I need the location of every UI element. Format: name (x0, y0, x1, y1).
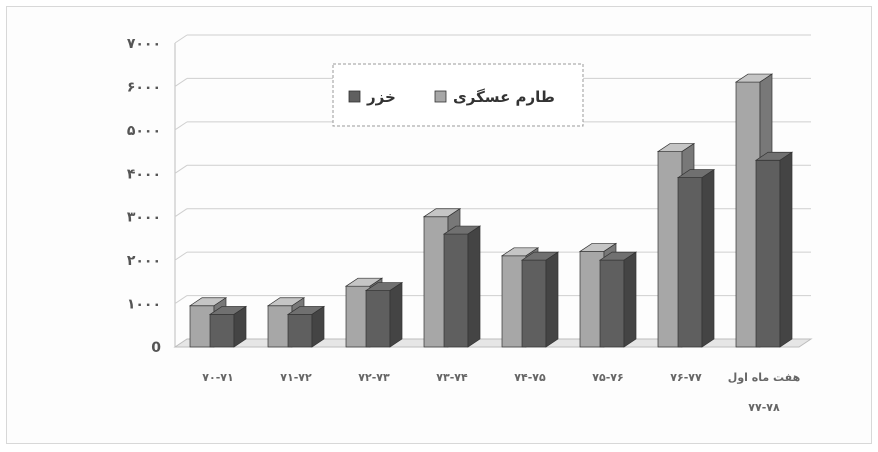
y-tick-label: ۱۰۰۰ (127, 297, 161, 313)
bar-side (389, 281, 403, 348)
y-tick-label: ۷۰۰۰ (127, 36, 161, 52)
bar (754, 151, 794, 348)
y-tick-label: ۴۰۰۰ (127, 166, 161, 182)
bar-front (755, 159, 781, 348)
x-tick-label: ۷۱-۷۲ (280, 371, 312, 384)
gridline-depth (174, 208, 188, 218)
legend: طارم عسگری خزر (332, 63, 584, 127)
x-tick-label: ۷۴-۷۵ (514, 371, 546, 384)
gridline-depth (174, 78, 188, 87)
x-tick-label: ۷۲-۷۳ (358, 371, 390, 384)
bar-side (467, 225, 481, 348)
x-tick-label: هفت ماه اول (728, 371, 800, 384)
bar-front (521, 259, 547, 348)
bar (286, 305, 326, 348)
y-tick-label: 0 (151, 340, 161, 356)
bar-front (677, 177, 703, 348)
bar (598, 251, 638, 348)
gridline-depth (174, 295, 188, 304)
bar-front (209, 314, 235, 348)
gridline-depth (174, 251, 188, 261)
y-tick-label: ۳۰۰۰ (127, 210, 161, 226)
legend-swatch (348, 90, 361, 103)
bar-side (311, 305, 325, 348)
x-tick-label: ۷۳-۷۴ (436, 371, 468, 384)
x-tick-label: ۷۵-۷۶ (592, 371, 623, 384)
bar-front (365, 290, 391, 348)
legend-swatch (434, 90, 447, 103)
bar-side (779, 151, 793, 348)
gridline-depth (174, 34, 188, 44)
x-tick-label: ۷۶-۷۷ (670, 371, 702, 384)
y-tick-label: ۲۰۰۰ (127, 253, 161, 269)
bar-side (623, 251, 637, 348)
bar-front (599, 259, 625, 348)
legend-label: خزر (366, 88, 396, 106)
bar-chart: 0 ۱۰۰۰ ۲۰۰۰ ۳۰۰۰ ۴۰۰۰ ۵۰۰۰ ۶۰۰۰ ۷۰۰۰ ۷۰-۷۱ ۷۱-۷۲ ۷… (127, 34, 813, 414)
bar-side (545, 251, 559, 348)
bar-front (443, 233, 469, 348)
bar (208, 305, 248, 348)
legend-box (332, 63, 584, 127)
y-tick-label: ۵۰۰۰ (127, 123, 161, 139)
legend-label: طارم عسگری (453, 88, 555, 106)
gridline-depth (174, 121, 188, 131)
x-tick-label: ۷۰-۷۱ (202, 371, 233, 384)
bar (442, 225, 482, 348)
y-tick-label: ۶۰۰۰ (127, 79, 161, 95)
gridline-depth (174, 164, 188, 174)
bar (520, 251, 560, 348)
bar-side (233, 305, 247, 348)
x-tick-label: ۷۷-۷۸ (748, 401, 780, 414)
bar-side (701, 168, 715, 348)
bar-front (287, 314, 313, 348)
chart-frame: 0 ۱۰۰۰ ۲۰۰۰ ۳۰۰۰ ۴۰۰۰ ۵۰۰۰ ۶۰۰۰ ۷۰۰۰ ۷۰-۷۱ ۷۱-۷۲ ۷… (6, 6, 872, 444)
bar (364, 281, 404, 348)
bar (676, 168, 716, 348)
